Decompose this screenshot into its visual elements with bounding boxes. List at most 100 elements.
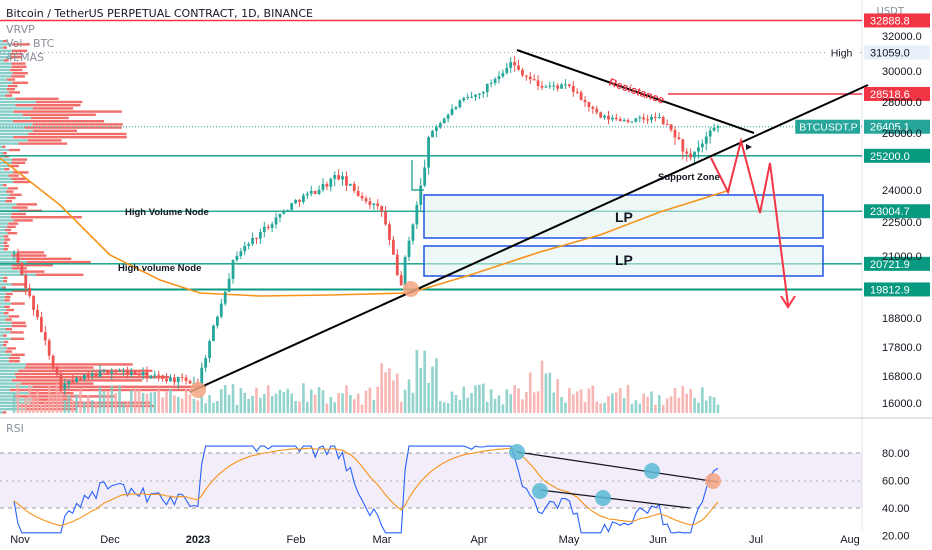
vrvp-down-bar	[31, 398, 72, 401]
candle-body	[681, 139, 685, 152]
volume-bars	[12, 349, 720, 413]
vrvp-down-bar	[3, 235, 9, 238]
rsi-lines	[13, 445, 719, 534]
volume-bar	[532, 392, 536, 413]
vrvp-down-bar	[25, 363, 133, 366]
vrvp-up-bar	[0, 299, 5, 302]
vrvp-up-bar	[0, 267, 13, 270]
vrvp-up-bar	[0, 68, 11, 72]
falling-trendline	[516, 49, 755, 134]
candle-body	[528, 76, 532, 80]
volume-bar	[497, 395, 501, 413]
vrvp-up-bar	[0, 81, 13, 84]
indicator-volume[interactable]: Vol · BTC	[6, 37, 55, 50]
candle-body	[642, 117, 646, 120]
support-bracket	[411, 160, 424, 191]
vrvp-up-bar	[0, 331, 11, 334]
volume-bar	[536, 391, 540, 413]
volume-bar	[513, 385, 516, 413]
vrvp-down-bar	[11, 321, 26, 324]
vrvp-down-bar	[20, 382, 94, 385]
vrvp-down-bar	[11, 264, 53, 267]
vrvp-up-bar	[0, 296, 5, 299]
price-axis: 32888.8 High 31059.0 28518.6 BTCUSDT.P 26405.…	[795, 13, 930, 543]
volume-bar	[290, 393, 293, 413]
candle-body	[450, 108, 454, 115]
candle-body	[669, 124, 673, 130]
vrvp-up-bar	[0, 123, 33, 126]
vrvp-down-bar	[15, 97, 59, 100]
vrvp-up-bar	[0, 206, 13, 209]
vrvp-down-bar	[12, 289, 28, 292]
candle-body	[356, 190, 360, 196]
candle-body	[141, 372, 145, 376]
candle-body	[86, 375, 90, 377]
volume-bar	[24, 397, 28, 413]
volume-bar	[615, 392, 618, 413]
vrvp-up-bar	[0, 148, 10, 152]
candle-body	[305, 193, 309, 196]
vrvp-down-bar	[17, 251, 44, 254]
candle-body	[313, 190, 317, 194]
candle-body	[650, 116, 653, 120]
vrvp-up-bar	[0, 372, 16, 376]
volume-bar	[556, 379, 559, 413]
vrvp-down-bar	[6, 78, 16, 81]
volume-bar	[223, 385, 227, 413]
vrvp-up-bar	[0, 142, 19, 145]
time-axis-tick: Jul	[749, 534, 763, 546]
volume-bar	[59, 391, 63, 413]
vrvp-down-bar	[4, 168, 10, 171]
volume-bar	[71, 399, 74, 413]
vrvp-up-bar	[0, 222, 9, 225]
vrvp-up-bar	[0, 136, 14, 139]
vrvp-down-bar	[11, 353, 25, 356]
candle-body	[657, 117, 661, 119]
marker-circles	[190, 281, 721, 506]
vrvp-up-bar	[0, 344, 3, 347]
volume-bar	[216, 401, 219, 413]
candle-body	[364, 198, 368, 202]
volume-bar	[450, 391, 454, 413]
candle-body	[20, 262, 24, 276]
indicator-vrvp[interactable]: VRVP	[6, 23, 35, 36]
candle-body	[106, 370, 110, 374]
candle-body	[700, 143, 704, 148]
volume-bar	[63, 400, 67, 413]
candle-body	[153, 374, 157, 376]
vrvp-up-bar	[0, 78, 7, 81]
candle-body	[470, 96, 473, 98]
volume-bar	[67, 395, 71, 413]
volume-bar	[669, 396, 673, 413]
candle-body	[458, 100, 462, 108]
volume-bar	[630, 403, 634, 413]
volume-bar	[329, 396, 333, 413]
candle-body	[32, 295, 35, 310]
vrvp-down-bar	[26, 260, 91, 264]
price-tag-value: 23004.7	[870, 206, 910, 218]
candle-body	[575, 91, 579, 93]
vrvp-up-bar	[0, 270, 21, 273]
candle-body	[43, 332, 47, 341]
vrvp-up-bar	[0, 72, 13, 75]
vrvp-up-bar	[0, 251, 18, 254]
rsi-title[interactable]: RSI	[6, 422, 24, 435]
indicator-emas[interactable]: 4EMAS	[6, 51, 44, 64]
volume-bar	[79, 387, 82, 413]
volume-bar	[716, 404, 720, 413]
vrvp-up-bar	[0, 286, 3, 289]
candle-body	[376, 203, 380, 207]
candle-body	[411, 224, 415, 241]
volume-bar	[51, 395, 55, 413]
candle-body	[282, 210, 286, 214]
candle-body	[309, 190, 313, 194]
candle-body	[360, 195, 364, 199]
candle-body	[591, 106, 595, 109]
volume-bar	[708, 396, 712, 413]
vrvp-up-bar	[0, 318, 6, 321]
candle-body	[509, 62, 513, 68]
volume-bar	[165, 391, 168, 413]
candle-body	[708, 130, 712, 137]
